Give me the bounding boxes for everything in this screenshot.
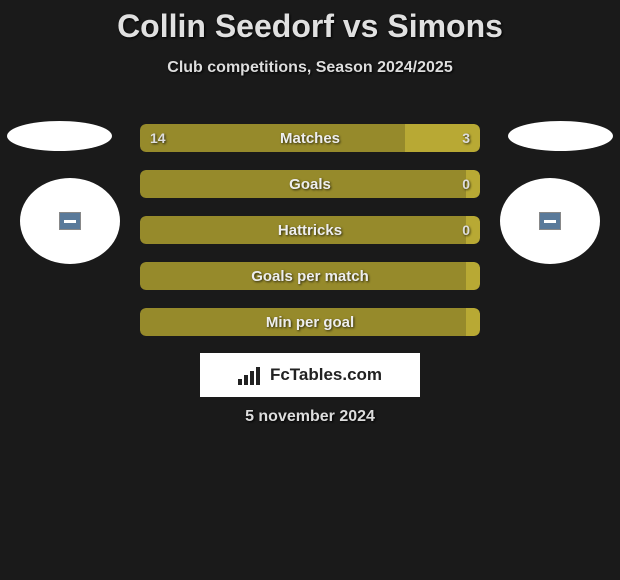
date-label: 5 november 2024: [0, 408, 620, 426]
club-badge-icon: [59, 212, 81, 230]
stat-label: Goals per match: [140, 262, 480, 290]
branding-banner[interactable]: FcTables.com: [200, 353, 420, 397]
player2-club-badge: [500, 178, 600, 264]
stat-label: Matches: [140, 124, 480, 152]
page-subtitle: Club competitions, Season 2024/2025: [0, 59, 620, 77]
club-badge-icon: [539, 212, 561, 230]
stat-label: Min per goal: [140, 308, 480, 336]
stat-value-player2: 3: [462, 124, 470, 152]
stat-row: Hattricks0: [140, 216, 480, 244]
stat-label: Hattricks: [140, 216, 480, 244]
player1-shadow: [7, 121, 112, 151]
player1-club-badge: [20, 178, 120, 264]
stat-row: Goals per match: [140, 262, 480, 290]
branding-text: FcTables.com: [270, 365, 382, 385]
page-title: Collin Seedorf vs Simons: [0, 0, 620, 45]
stat-row: Goals0: [140, 170, 480, 198]
stat-row: Matches14 3: [140, 124, 480, 152]
stat-value-player2: 0: [462, 170, 470, 198]
stat-label: Goals: [140, 170, 480, 198]
stats-comparison-chart: Matches143Goals0Hattricks0Goals per matc…: [140, 124, 480, 354]
stat-value-player2: 0: [462, 216, 470, 244]
stat-row: Min per goal: [140, 308, 480, 336]
stat-value-player1: 14: [150, 124, 166, 152]
bars-icon: [238, 365, 264, 385]
player2-shadow: [508, 121, 613, 151]
